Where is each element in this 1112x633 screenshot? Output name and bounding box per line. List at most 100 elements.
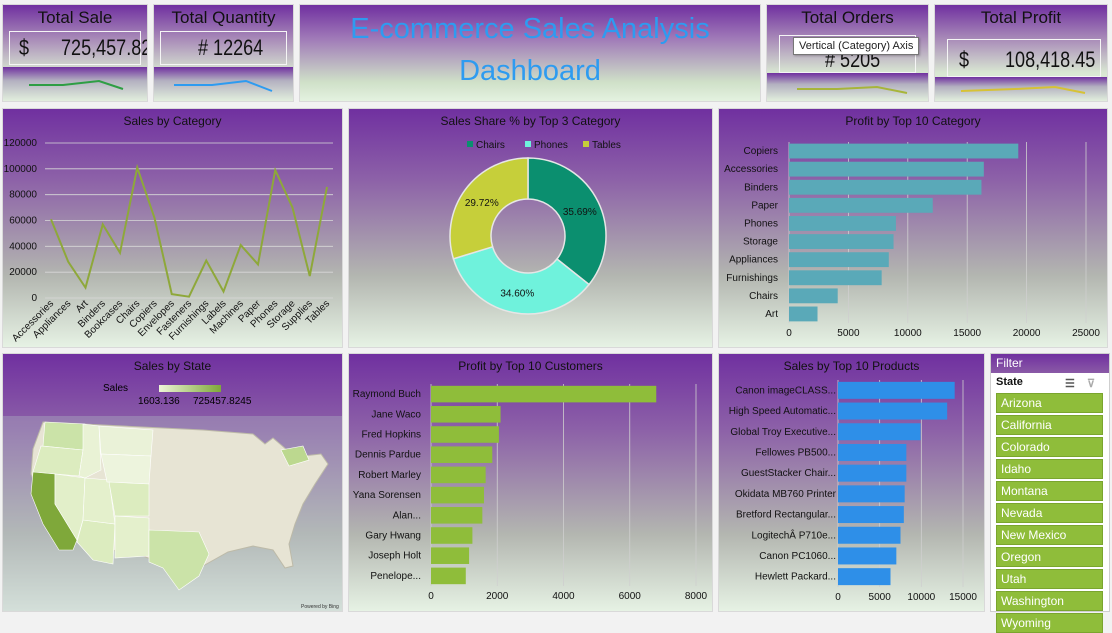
x-tick-label: 6000 bbox=[619, 591, 642, 602]
kpi-total-quantity: Total Quantity # 12264 bbox=[153, 4, 294, 102]
filter-item-colorado[interactable]: Colorado bbox=[996, 437, 1103, 457]
bar bbox=[431, 527, 472, 544]
x-tick-label: 0 bbox=[428, 591, 434, 602]
y-tick-label: Dennis Pardue bbox=[355, 450, 422, 461]
sparkline-total-sale bbox=[29, 81, 123, 89]
kpi-label: Total Profit bbox=[935, 8, 1107, 28]
legend-swatch bbox=[583, 141, 589, 147]
y-tick-label: Penelope... bbox=[370, 571, 421, 582]
filter-item-utah[interactable]: Utah bbox=[996, 569, 1103, 589]
bar bbox=[431, 406, 501, 423]
bar bbox=[838, 527, 901, 544]
slice-label: 34.60% bbox=[500, 288, 534, 299]
y-tick-label: Bretford Rectangular... bbox=[736, 510, 836, 521]
bar bbox=[838, 444, 906, 461]
y-tick-label: Art bbox=[765, 309, 778, 320]
x-tick-label: 0 bbox=[786, 328, 792, 339]
filter-item-arizona[interactable]: Arizona bbox=[996, 393, 1103, 413]
y-tick-label: Fellowes PB500... bbox=[755, 447, 836, 458]
x-tick-label: 2000 bbox=[486, 591, 509, 602]
bar bbox=[838, 423, 921, 440]
bar bbox=[838, 506, 904, 523]
legend-swatch bbox=[467, 141, 473, 147]
bar bbox=[838, 465, 906, 482]
bar bbox=[789, 307, 818, 322]
filter-item-washington[interactable]: Washington bbox=[996, 591, 1103, 611]
filter-item-nevada[interactable]: Nevada bbox=[996, 503, 1103, 523]
bar bbox=[789, 162, 984, 177]
bar bbox=[431, 568, 466, 585]
dashboard-title-line1: E-commerce Sales Analysis bbox=[300, 13, 760, 46]
bar bbox=[838, 403, 947, 420]
state-oregon bbox=[33, 446, 83, 476]
filter-item-montana[interactable]: Montana bbox=[996, 481, 1103, 501]
y-tick-label: Canon imageCLASS... bbox=[735, 385, 836, 396]
bar bbox=[431, 507, 482, 524]
x-tick-label: 8000 bbox=[685, 591, 708, 602]
filter-field-header: State ☰ ⊽ bbox=[991, 373, 1109, 391]
slice-label: 29.72% bbox=[465, 198, 499, 209]
filter-item-oregon[interactable]: Oregon bbox=[996, 547, 1103, 567]
series-line bbox=[51, 168, 327, 297]
legend-label: Phones bbox=[534, 140, 568, 151]
kpi-sparkline bbox=[935, 77, 1107, 101]
bar bbox=[789, 216, 896, 231]
x-tick-label: 15000 bbox=[949, 592, 977, 603]
y-tick-label: 40000 bbox=[9, 241, 37, 252]
y-tick-label: Storage bbox=[743, 237, 778, 248]
multi-select-icon[interactable]: ☰ bbox=[1065, 375, 1075, 393]
kpi-label: Total Orders bbox=[767, 8, 928, 28]
y-tick-label: Okidata MB760 Printer bbox=[735, 489, 837, 500]
pie-slice bbox=[528, 158, 606, 285]
kpi-label: Total Quantity bbox=[154, 8, 293, 28]
x-tick-label: 10000 bbox=[907, 592, 935, 603]
y-tick-label: 0 bbox=[31, 293, 37, 304]
kpi-sparkline bbox=[154, 67, 293, 101]
filter-item-idaho[interactable]: Idaho bbox=[996, 459, 1103, 479]
y-tick-label: Copiers bbox=[744, 146, 778, 157]
y-tick-label: High Speed Automatic... bbox=[729, 406, 836, 417]
dashboard-title-panel: E-commerce Sales Analysis Dashboard bbox=[299, 4, 761, 102]
x-tick-label: 4000 bbox=[552, 591, 575, 602]
filter-item-new-mexico[interactable]: New Mexico bbox=[996, 525, 1103, 545]
bar bbox=[838, 382, 955, 399]
y-tick-label: Furnishings bbox=[726, 273, 778, 284]
bar bbox=[789, 198, 933, 213]
y-tick-label: Alan... bbox=[393, 510, 421, 521]
x-tick-label: 15000 bbox=[953, 328, 981, 339]
sales-by-state-panel: Sales by State Sales 1603.136 725457.824… bbox=[2, 353, 343, 612]
sales-by-category-chart: 020000400006000080000100000120000Accesso… bbox=[3, 109, 343, 348]
y-tick-label: Global Troy Executive... bbox=[730, 427, 836, 438]
y-tick-label: Binders bbox=[744, 182, 778, 193]
legend-swatch bbox=[525, 141, 531, 147]
filter-item-wyoming[interactable]: Wyoming bbox=[996, 613, 1103, 633]
clear-filter-icon[interactable]: ⊽ bbox=[1087, 375, 1095, 393]
x-tick-label: 25000 bbox=[1072, 328, 1100, 339]
bar bbox=[838, 547, 896, 564]
sparkline-total-orders bbox=[797, 87, 907, 93]
y-tick-label: Appliances bbox=[729, 255, 778, 266]
y-tick-label: 60000 bbox=[9, 216, 37, 227]
usa-map[interactable]: Powered by Bing bbox=[3, 354, 343, 612]
y-tick-label: Yana Sorensen bbox=[353, 490, 421, 501]
bar bbox=[838, 485, 905, 502]
filter-item-california[interactable]: California bbox=[996, 415, 1103, 435]
bar bbox=[789, 180, 981, 195]
y-tick-label: Paper bbox=[751, 200, 778, 211]
legend-label: Chairs bbox=[476, 140, 505, 151]
filter-title: Filter bbox=[991, 354, 1109, 373]
y-tick-label: 120000 bbox=[4, 138, 38, 149]
bar bbox=[431, 487, 484, 504]
y-tick-label: LogitechÂ P710e... bbox=[751, 528, 836, 541]
y-tick-label: Gary Hwang bbox=[365, 531, 421, 542]
y-tick-label: Fred Hopkins bbox=[362, 430, 421, 441]
y-tick-label: Hewlett Packard... bbox=[755, 572, 836, 583]
kpi-currency: $ bbox=[959, 47, 969, 73]
kpi-value: 108,418.45 bbox=[1005, 47, 1095, 73]
y-tick-label: Canon PC1060... bbox=[759, 551, 836, 562]
